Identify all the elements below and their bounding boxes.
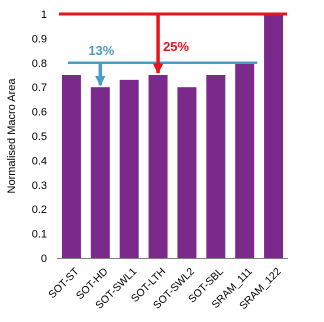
y-tick-label: 0.1	[32, 229, 47, 241]
y-tick-label: 0.5	[32, 131, 47, 143]
bar	[119, 79, 139, 258]
bars	[61, 14, 284, 258]
bar	[206, 75, 226, 258]
y-axis-title: Normalised Macro Area	[6, 78, 18, 194]
y-tick-label: 0.9	[32, 33, 47, 45]
y-tick-label: 0	[41, 253, 47, 265]
x-axis-labels: SOT-STSOT-HDSOT-SWL1SOT-LTHSOT-SWL2SOT-S…	[46, 265, 284, 312]
annotation-label: 13%	[88, 43, 114, 58]
bar	[177, 87, 197, 258]
y-tick-label: 0.4	[32, 155, 47, 167]
y-tick-label: 0.3	[32, 180, 47, 192]
bar	[264, 14, 284, 258]
y-tick-label: 0.2	[32, 204, 47, 216]
annotations: 13% 25%	[59, 12, 287, 87]
y-tick-label: 0.7	[32, 82, 47, 94]
y-tick-label: 0.8	[32, 58, 47, 70]
bar	[90, 87, 110, 258]
y-tick-label: 1	[41, 9, 47, 21]
y-axis-ticks: 0 0.1 0.2 0.3 0.4 0.5 0.6 0.7 0.8 0.9 1	[32, 9, 47, 265]
bar	[61, 75, 81, 258]
bar	[148, 75, 168, 258]
y-tick-label: 0.6	[32, 107, 47, 119]
annotation-label: 25%	[163, 39, 189, 54]
bar	[235, 62, 255, 258]
